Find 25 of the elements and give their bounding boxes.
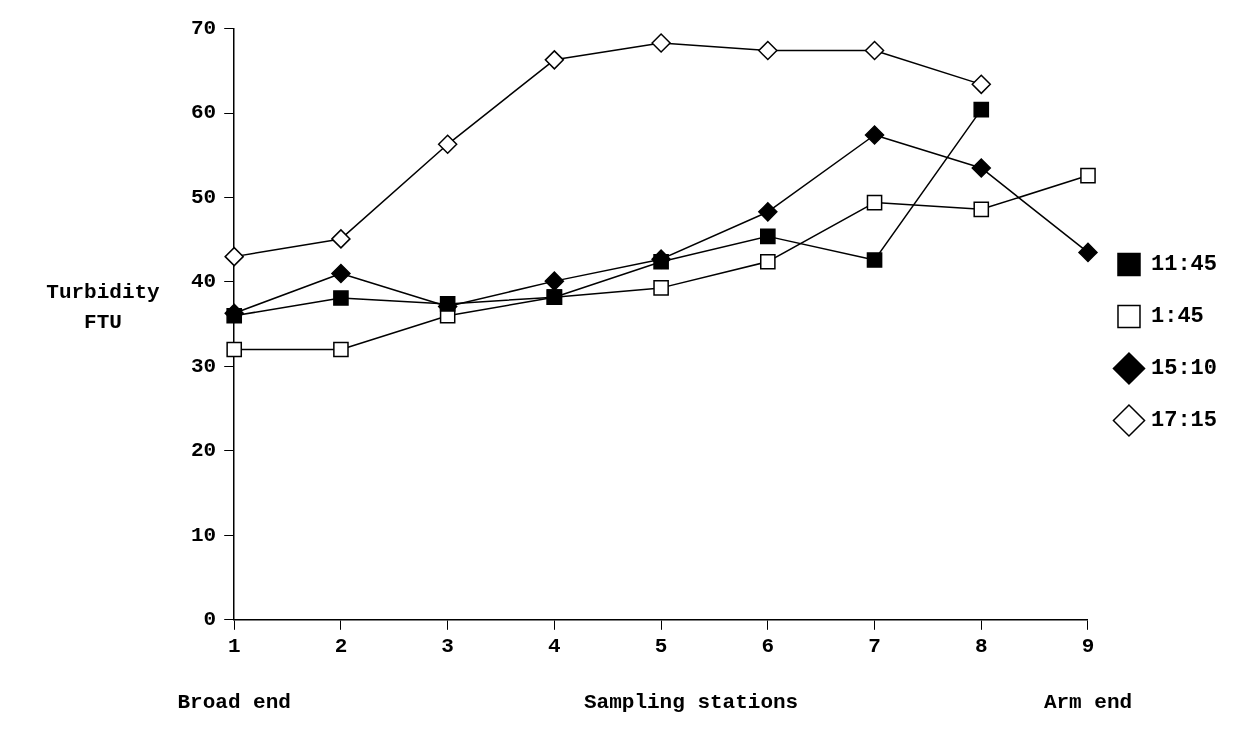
y-tick-label: 20: [190, 439, 217, 463]
y-axis-title: Turbidity FTU: [46, 280, 161, 334]
text: Arm end: [1043, 690, 1133, 714]
y-tick-label: 50: [190, 185, 217, 209]
y-tick-label: 70: [190, 16, 217, 40]
x-tick-label: 7: [868, 634, 881, 658]
x-axis-title: Sampling stations: [583, 690, 799, 714]
y-tick-label: 40: [190, 270, 217, 294]
x-tick-label: 8: [974, 634, 988, 658]
text: Broad end: [177, 690, 291, 714]
y-tick-label: 30: [190, 354, 217, 378]
x-tick-label: 6: [761, 634, 775, 658]
legend-label: 15:10: [1150, 356, 1217, 382]
x-tick-label: 9: [1081, 634, 1095, 658]
x-tick-label: 4: [548, 634, 561, 658]
y-tick-label: 0: [203, 608, 217, 632]
x-tick-label: 2: [334, 634, 348, 658]
x-tick-label: 5: [654, 634, 668, 658]
y-tick-label: 60: [190, 101, 217, 125]
legend-label: 1:45: [1150, 304, 1204, 330]
y-tick-label: 10: [190, 523, 217, 547]
legend-label: 17:15: [1150, 408, 1217, 434]
x-tick-label: 1: [227, 634, 241, 658]
legend-label: 11:45: [1150, 252, 1217, 278]
x-tick-label: 3: [441, 634, 454, 658]
